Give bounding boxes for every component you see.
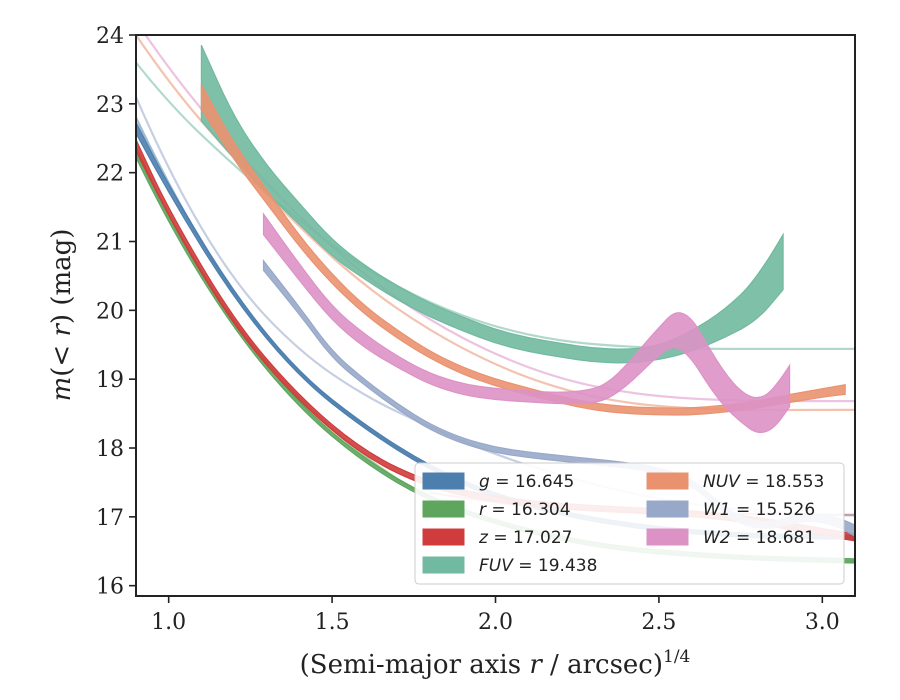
y-tick-label: 23 [96,93,124,118]
legend-label-fuv: FUV = 19.438 [479,556,597,576]
legend-swatch-z [422,528,465,546]
legend-label-z: z = 17.027 [478,528,572,548]
profile-band-nuv [200,84,846,416]
legend-label-w1: W1 = 15.526 [703,500,815,520]
legend: g = 16.645 r = 16.304 z = 17.027 FUV = 19.4… [414,462,845,585]
y-tick-label: 16 [96,575,124,600]
profile-bands [136,45,855,564]
legend-label-g: g = 16.645 [479,472,574,492]
legend-label-nuv: NUV = 18.553 [703,472,824,492]
legend-swatch-nuv [646,472,689,490]
legend-swatch-fuv [422,556,465,574]
legend-swatch-w1 [646,500,689,518]
profile-band-g [136,122,855,541]
legend-label-w2: W2 = 18.681 [703,528,815,548]
x-axis: 1.0 1.5 2.0 2.5 3.0 [151,596,840,635]
x-tick-label: 2.0 [478,610,513,635]
profile-band-z [136,139,855,542]
y-axis: 16 17 18 19 20 21 22 23 24 [96,24,136,600]
y-axis-label: m(< r) (mag) [47,229,77,402]
legend-swatch-g [422,472,465,490]
legend-swatch-r [422,500,465,518]
x-tick-label: 2.5 [641,610,676,635]
y-tick-label: 20 [96,299,124,324]
x-axis-label: (Semi-major axis r / arcsec)1/4 [300,647,691,680]
legend-box [414,462,845,585]
y-tick-label: 18 [96,437,124,462]
x-tick-label: 3.0 [805,610,840,635]
legend-label-r: r = 16.304 [479,500,571,520]
x-tick-label: 1.0 [151,610,186,635]
y-tick-label: 21 [96,231,124,256]
x-tick-label: 1.5 [315,610,350,635]
y-tick-label: 22 [96,162,124,187]
profile-band-w2 [262,212,791,434]
profile-band-r [136,146,855,564]
profile-band-w1 [262,259,855,537]
profile-band-fuv [200,45,784,364]
y-tick-label: 19 [96,368,124,393]
legend-swatch-w2 [646,528,689,546]
y-tick-label: 17 [96,506,124,531]
y-tick-label: 24 [96,24,124,49]
